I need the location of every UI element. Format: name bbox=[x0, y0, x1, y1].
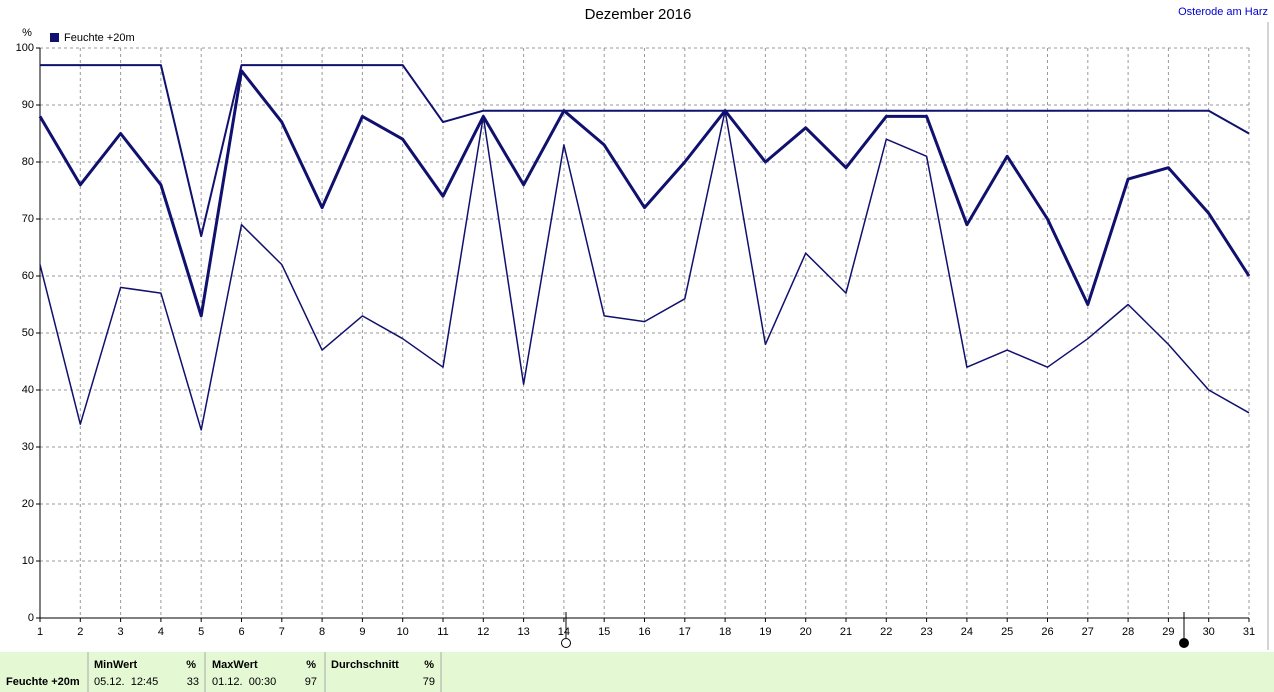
x-tick-label: 13 bbox=[517, 626, 529, 638]
summary-time: 01.12. 00:30 bbox=[212, 676, 276, 688]
summary-value: 79 bbox=[423, 676, 435, 688]
x-tick-label: 20 bbox=[800, 626, 812, 638]
y-tick-label: 20 bbox=[22, 498, 34, 510]
x-tick-label: 19 bbox=[759, 626, 771, 638]
x-tick-label: 11 bbox=[437, 626, 448, 638]
y-tick-label: 10 bbox=[22, 555, 34, 567]
y-tick-label: 100 bbox=[16, 42, 34, 54]
x-tick-label: 6 bbox=[238, 626, 244, 638]
x-tick-label: 30 bbox=[1203, 626, 1215, 638]
x-tick-label: 9 bbox=[359, 626, 365, 638]
summary-panel bbox=[0, 652, 1274, 692]
summary-unit: % bbox=[424, 659, 434, 671]
new-moon-icon bbox=[1179, 638, 1189, 648]
x-tick-label: 26 bbox=[1041, 626, 1053, 638]
summary-unit: % bbox=[306, 659, 316, 671]
x-tick-label: 16 bbox=[638, 626, 650, 638]
summary-header: MinWert bbox=[94, 659, 138, 671]
x-tick-label: 2 bbox=[77, 626, 83, 638]
x-tick-label: 1 bbox=[37, 626, 43, 638]
x-tick-label: 29 bbox=[1162, 626, 1174, 638]
summary-series: Feuchte +20m bbox=[6, 676, 80, 688]
x-tick-label: 8 bbox=[319, 626, 325, 638]
y-tick-label: 70 bbox=[22, 213, 34, 225]
x-tick-label: 21 bbox=[840, 626, 852, 638]
full-moon-icon bbox=[561, 638, 571, 648]
legend-label: Feuchte +20m bbox=[64, 32, 135, 44]
x-tick-label: 31 bbox=[1243, 626, 1255, 638]
x-tick-label: 27 bbox=[1082, 626, 1094, 638]
y-tick-label: 80 bbox=[22, 156, 34, 168]
x-tick-label: 7 bbox=[279, 626, 285, 638]
summary-value: 33 bbox=[187, 676, 199, 688]
line-max bbox=[40, 64, 1250, 238]
location: Osterode am Harz bbox=[1178, 6, 1268, 18]
x-tick-label: 18 bbox=[719, 626, 731, 638]
summary-header: MaxWert bbox=[212, 659, 258, 671]
y-tick-label: 40 bbox=[22, 384, 34, 396]
x-tick-label: 28 bbox=[1122, 626, 1134, 638]
x-tick-label: 4 bbox=[158, 626, 164, 638]
x-tick-label: 10 bbox=[397, 626, 409, 638]
summary-header: Durchschnitt bbox=[331, 659, 399, 671]
summary-time: 05.12. 12:45 bbox=[94, 676, 158, 688]
summary-unit: % bbox=[186, 659, 196, 671]
x-tick-label: 22 bbox=[880, 626, 892, 638]
y-tick-label: 30 bbox=[22, 441, 34, 453]
x-tick-label: 25 bbox=[1001, 626, 1013, 638]
x-tick-label: 17 bbox=[679, 626, 691, 638]
x-tick-label: 24 bbox=[961, 626, 973, 638]
y-axis-label: % bbox=[22, 27, 32, 39]
x-tick-label: 5 bbox=[198, 626, 204, 638]
x-tick-label: 12 bbox=[477, 626, 489, 638]
x-tick-label: 23 bbox=[920, 626, 932, 638]
y-tick-label: 90 bbox=[22, 99, 34, 111]
y-tick-label: 50 bbox=[22, 327, 34, 339]
x-tick-label: 14 bbox=[558, 626, 570, 638]
summary-value: 97 bbox=[305, 676, 317, 688]
chart-title: Dezember 2016 bbox=[585, 6, 692, 23]
x-tick-label: 15 bbox=[598, 626, 610, 638]
line-values bbox=[38, 69, 1251, 318]
x-tick-label: 3 bbox=[118, 626, 124, 638]
legend-swatch bbox=[50, 33, 59, 42]
y-tick-label: 60 bbox=[22, 270, 34, 282]
y-tick-label: 0 bbox=[28, 612, 34, 624]
line-min bbox=[39, 109, 1250, 431]
